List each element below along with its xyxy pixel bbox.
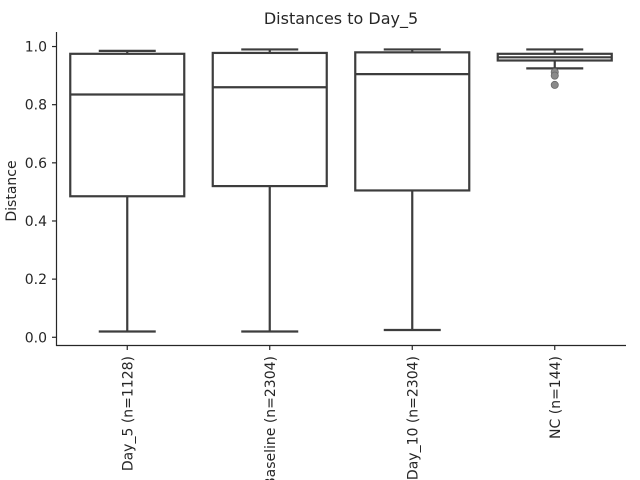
x-tick-label: NC (n=144) — [548, 356, 564, 439]
box-group — [211, 48, 328, 333]
y-tick-labels: 0.0 0.2 0.4 0.6 0.8 1.0 — [25, 40, 56, 346]
box-iqr — [69, 52, 186, 198]
outlier-point — [550, 80, 559, 89]
boxes — [69, 48, 613, 333]
y-tick-label: 0.4 — [25, 214, 47, 230]
outlier-point — [550, 71, 559, 80]
box-group — [69, 49, 186, 333]
x-tick-label: Day_10 (n=2304) — [405, 356, 421, 480]
box-group — [354, 48, 471, 332]
x-tick-label: Day_5 (n=1128) — [120, 356, 136, 471]
x-tick-label: Baseline (n=2304) — [263, 356, 279, 480]
box-iqr — [354, 51, 471, 192]
y-tick-label: 0.6 — [25, 156, 47, 172]
chart-title: Distances to Day_5 — [264, 9, 418, 29]
y-axis-label: Distance — [4, 160, 20, 221]
box-iqr — [211, 51, 328, 188]
y-tick-label: 0.8 — [25, 98, 47, 114]
y-tick-label: 0.2 — [25, 272, 47, 288]
x-tick-labels: Day_5 (n=1128) Baseline (n=2304) Day_10 (n… — [120, 346, 564, 480]
y-tick-label: 1.0 — [25, 40, 47, 56]
box-group — [496, 48, 613, 89]
y-tick-label: 0.0 — [25, 330, 47, 346]
